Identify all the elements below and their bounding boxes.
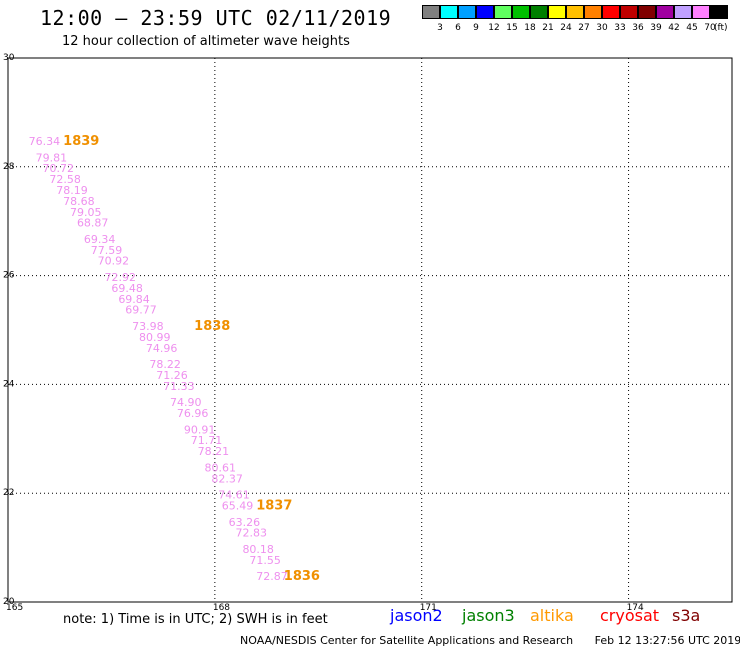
swh-value-label: 70.72 — [42, 162, 74, 175]
footer-note: note: 1) Time is in UTC; 2) SWH is in fe… — [63, 612, 328, 627]
legend-swatch — [602, 5, 620, 19]
swh-value-label: 78.21 — [198, 445, 230, 458]
page-subtitle: 12 hour collection of altimeter wave hei… — [62, 34, 350, 49]
legend-swatch — [638, 5, 656, 19]
swh-value-label: 71.33 — [163, 380, 195, 393]
y-tick-label: 28 — [3, 162, 15, 172]
y-tick-label: 26 — [3, 271, 15, 281]
sat-label-jason2: jason2 — [390, 606, 443, 625]
page-title: 12:00 – 23:59 UTC 02/11/2019 — [40, 6, 392, 30]
legend-label: 36 — [632, 23, 644, 33]
swh-value-label: 79.05 — [70, 206, 102, 219]
legend-swatch — [512, 5, 530, 19]
plot-frame — [7, 57, 733, 603]
swh-value-label: 78.19 — [56, 184, 87, 197]
time-label: 1839 — [63, 134, 99, 149]
legend-swatch — [656, 5, 674, 19]
swh-value-label: 74.90 — [170, 396, 202, 409]
legend-swatch — [476, 5, 494, 19]
swh-value-label: 68.87 — [77, 217, 109, 230]
legend-label: 9 — [473, 23, 479, 33]
timestamp-text: Feb 12 13:27:56 UTC 2019 — [594, 634, 740, 647]
legend-label: 21 — [542, 23, 554, 33]
legend-label: 6 — [455, 23, 461, 33]
swh-value-label: 82.37 — [211, 472, 243, 485]
legend-label: 27 — [578, 23, 590, 33]
sat-label-cryosat: cryosat — [600, 606, 660, 625]
swh-value-label: 72.83 — [236, 527, 267, 540]
legend-swatch — [530, 5, 548, 19]
swh-value-label: 69.48 — [111, 282, 143, 295]
legend-swatch — [710, 5, 728, 19]
y-tick-label: 24 — [3, 379, 15, 389]
time-label: 1838 — [194, 319, 230, 334]
legend-swatch — [422, 5, 440, 19]
legend-swatch — [674, 5, 692, 19]
swh-value-label: 76.96 — [177, 407, 209, 420]
swh-value-label: 70.92 — [98, 255, 130, 268]
legend-swatch — [566, 5, 584, 19]
legend-label: 24 — [560, 23, 572, 33]
x-tick-label: 168 — [213, 603, 230, 613]
x-tick-label: 171 — [420, 603, 437, 613]
legend-swatch — [584, 5, 602, 19]
credit-text: NOAA/NESDIS Center for Satellite Applica… — [240, 634, 574, 647]
legend-label: 18 — [524, 23, 536, 33]
swh-value-label: 73.98 — [132, 320, 164, 333]
swh-value-label: 72.92 — [105, 271, 136, 284]
sat-label-jason3: jason3 — [462, 606, 515, 625]
swh-value-label: 72.87 — [256, 570, 288, 583]
swh-value-label: 78.22 — [149, 358, 181, 371]
swh-value-label: 76.34 — [29, 135, 61, 148]
legend-label: 12 — [488, 23, 500, 33]
swh-value-label: 69.77 — [125, 304, 157, 317]
legend-swatch — [440, 5, 458, 19]
legend-label: 70 — [704, 23, 716, 33]
swh-value-label: 63.26 — [229, 516, 261, 529]
swh-value-label: 72.58 — [49, 173, 81, 186]
sat-label-s3a: s3a — [672, 606, 701, 625]
legend-label: 30 — [596, 23, 608, 33]
x-tick-label: 165 — [6, 603, 23, 613]
legend-label: 39 — [650, 23, 662, 33]
legend-swatch — [548, 5, 566, 19]
sat-label-altika: altika — [530, 606, 574, 625]
swh-value-label: 80.99 — [139, 331, 171, 344]
y-tick-label: 22 — [3, 488, 14, 498]
swh-value-label: 79.81 — [36, 151, 67, 164]
swh-value-label: 69.84 — [118, 293, 150, 306]
swh-value-label: 71.26 — [156, 369, 188, 382]
swh-value-label: 71.71 — [191, 434, 223, 447]
swh-value-label: 71.55 — [249, 554, 280, 567]
swh-value-label: 80.18 — [242, 543, 274, 556]
y-tick-label: 30 — [3, 53, 15, 63]
legend-unit: (ft) — [714, 23, 728, 33]
legend-swatch — [458, 5, 476, 19]
swh-value-label: 74.96 — [146, 342, 178, 355]
x-tick-label: 174 — [627, 603, 644, 613]
time-label: 1837 — [256, 499, 292, 514]
swh-value-label: 77.59 — [91, 244, 123, 257]
legend-label: 3 — [437, 23, 443, 33]
time-label: 1836 — [284, 569, 320, 584]
legend-swatch — [692, 5, 710, 19]
swh-value-label: 90.91 — [184, 423, 216, 436]
swh-value-label: 65.49 — [222, 500, 254, 513]
swh-value-label: 74.61 — [218, 489, 250, 502]
legend-label: 45 — [686, 23, 698, 33]
legend-swatch — [494, 5, 512, 19]
footer-credit: NOAA/NESDIS Center for Satellite Applica… — [240, 634, 740, 647]
legend-label: 15 — [506, 23, 518, 33]
swh-value-label: 69.34 — [84, 233, 116, 246]
legend-swatch — [620, 5, 638, 19]
legend-label: 33 — [614, 23, 626, 33]
legend-label: 42 — [668, 23, 680, 33]
swh-value-label: 80.61 — [205, 461, 237, 474]
y-tick-label: 20 — [3, 597, 15, 607]
swh-value-label: 78.68 — [63, 195, 95, 208]
